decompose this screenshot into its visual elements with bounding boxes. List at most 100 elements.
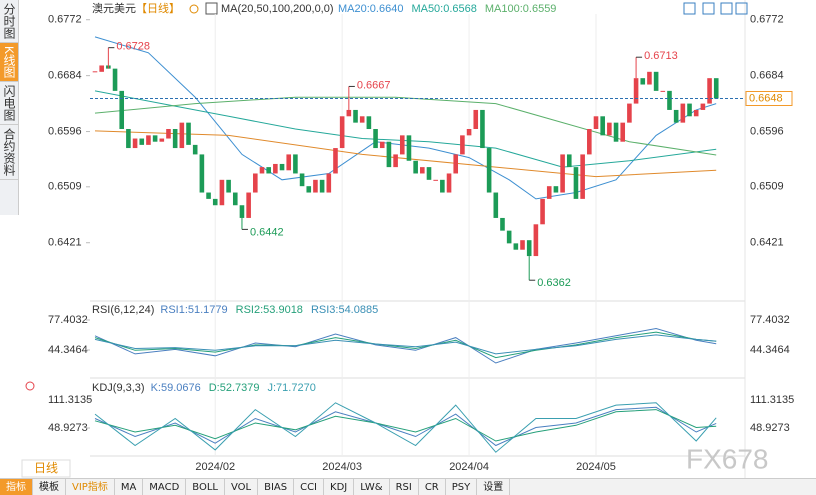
y-tick-label-right: 0.6596 [750,125,784,137]
candle [653,71,659,91]
candle [92,71,98,73]
candle [520,240,525,250]
candle [346,109,352,117]
y-tick-label-right: 111.3135 [750,394,794,406]
ma-line [94,36,717,200]
candle [139,138,145,145]
extreme-label: 0.6667 [357,79,391,91]
toolbar-item[interactable]: MACD [143,479,187,495]
candle [627,103,632,123]
legend-entry: D:52.7379 [209,382,260,394]
toolbar-item[interactable]: 模板 [33,479,66,495]
indicator-line [94,402,717,453]
ma-line [94,130,717,178]
candle [366,116,372,129]
candle [446,173,452,193]
toolbar-item[interactable]: RSI [390,479,419,495]
candle [306,186,312,193]
y-tick-label: 0.6509 [48,181,82,193]
y-tick-label: 0.6772 [48,14,82,26]
candle [112,68,118,91]
extreme-label: 0.6362 [537,277,571,289]
candle [353,109,358,123]
candle [239,205,245,218]
candle [680,103,686,123]
candle [460,135,465,155]
candle [647,71,652,85]
side-tab[interactable]: K线图 [0,43,18,83]
period-button[interactable]: 日线 [34,461,58,475]
y-tick-label: 77.4032 [48,314,88,326]
last-price-box [745,91,793,107]
toolbar-item[interactable]: PSY [446,479,478,495]
candle [513,243,519,250]
legend-entry: MA100:0.6559 [485,3,557,15]
toolbar-item[interactable]: 指标 [0,479,33,495]
toolbar-item[interactable]: MA [115,479,144,495]
candle [673,109,679,123]
candle [159,138,165,142]
side-tab[interactable]: 分时图 [0,0,18,43]
legend-entry: RSI1:51.1779 [160,304,227,316]
candle [640,78,646,85]
side-tab[interactable]: 闪电图 [0,82,18,126]
toolbar-item[interactable]: LW& [354,479,390,495]
y-tick-label: 44.3464 [48,344,88,356]
toolbar-item[interactable]: BIAS [258,479,295,495]
watermark: FX678 [686,443,769,474]
y-tick-label-right: 0.6772 [750,14,784,26]
candle [279,163,285,171]
candle [226,179,231,193]
indicator-line [94,327,717,364]
side-tab[interactable]: 合约资料 [0,125,18,181]
candle [553,186,559,193]
y-tick-label: 0.6596 [48,125,82,137]
candle [420,167,425,174]
candle [500,217,505,231]
toolbar-item[interactable]: KDJ [324,479,355,495]
sidebar: 分时图 K线图 闪电图 合约资料 [0,0,19,215]
toolbar-item[interactable]: CCI [294,479,325,495]
candle [687,103,692,117]
candle [293,154,298,174]
candle [466,128,472,136]
panel-title: KDJ(9,3,3) [92,382,145,394]
y-tick-label-right: 0.6684 [750,70,784,82]
candle [613,122,619,142]
candle [600,116,605,136]
candle [393,154,398,168]
candle [172,128,178,149]
candle [152,135,158,142]
ma-line [94,90,717,168]
candle [286,154,292,171]
candle [232,192,238,206]
candle [440,179,445,193]
candle [700,103,706,110]
y-tick-label-right: 44.3464 [750,344,790,356]
legend-entry: RSI3:54.0885 [311,304,378,316]
chart: 澳元美元 【日线】 MA(20,50,100,200,0,0) 日线 FX678… [21,0,795,478]
candle [339,116,345,149]
candle [713,78,719,99]
ma-label: MA(20,50,100,200,0,0) [221,3,334,15]
x-tick-label: 2024/04 [449,461,489,473]
candle [119,90,125,129]
toolbar-item[interactable]: BOLL [186,479,225,495]
candle [373,128,378,149]
legend-entry: MA20:0.6640 [338,3,403,15]
candle [266,167,271,174]
candle [126,128,131,149]
toolbar-item[interactable]: VOL [225,479,259,495]
toolbar-item[interactable]: VIP指标 [66,479,115,495]
candle [166,128,171,139]
candle [186,122,191,145]
candle [480,109,485,149]
candle [273,163,278,174]
toolbar-item[interactable]: CR [419,479,446,495]
toolbar-item[interactable]: 设置 [477,479,511,495]
candle [707,78,712,104]
candle [99,65,104,72]
y-tick-label-right: 48.9273 [750,422,790,434]
candle [526,240,532,257]
candle [433,179,438,181]
